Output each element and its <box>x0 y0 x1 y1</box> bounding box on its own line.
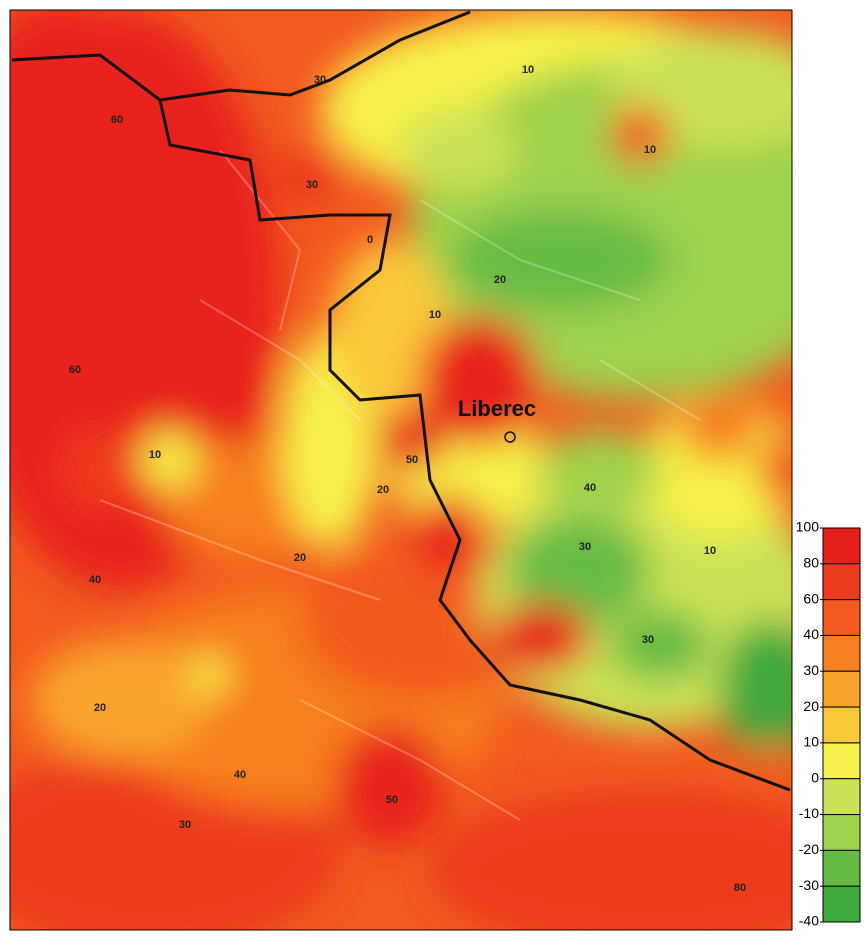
contour-label: 50 <box>386 794 398 806</box>
color-zone <box>140 430 200 490</box>
contour-label: 80 <box>734 882 746 894</box>
legend-label: 0 <box>811 769 819 785</box>
legend-band <box>822 885 861 923</box>
contour-label: 40 <box>584 482 596 494</box>
legend-label: 100 <box>796 519 820 535</box>
legend-label: -40 <box>799 913 819 929</box>
color-zone <box>610 105 670 165</box>
street-overlay <box>99 149 701 821</box>
contour-label: 20 <box>94 702 106 714</box>
contour-label: 10 <box>429 309 441 321</box>
color-zone <box>30 640 210 760</box>
color-zone <box>680 400 760 460</box>
contour-label: 30 <box>179 819 191 831</box>
contour-label: 20 <box>294 552 306 564</box>
legend-label: -20 <box>799 841 819 857</box>
legend-band <box>822 742 861 780</box>
legend-band <box>822 670 861 708</box>
color-zone <box>490 603 590 673</box>
contour-label: 20 <box>494 274 506 286</box>
contour-label: 10 <box>149 449 161 461</box>
legend-label: 20 <box>803 698 819 714</box>
streets <box>99 149 701 821</box>
contour-label: 30 <box>642 634 654 646</box>
contour-label: 30 <box>314 74 326 86</box>
contour-label: 30 <box>306 179 318 191</box>
color-zone <box>510 515 650 625</box>
color-zone <box>760 440 792 500</box>
contour-label: 50 <box>406 454 418 466</box>
color-zone <box>720 620 792 760</box>
color-zone <box>415 495 485 575</box>
color-zone <box>190 655 230 695</box>
legend-band <box>822 849 861 887</box>
legend-label: 60 <box>803 590 819 606</box>
contour-label: 10 <box>644 144 656 156</box>
color-zone <box>275 145 345 205</box>
border <box>159 10 471 102</box>
legend-band <box>822 706 861 744</box>
contour-label: 60 <box>69 364 81 376</box>
color-zone <box>60 430 140 510</box>
color-zone <box>540 430 660 510</box>
legend-band <box>822 527 861 565</box>
color-zone <box>430 790 792 930</box>
legend-label: 10 <box>803 734 819 750</box>
legend-band <box>822 634 861 672</box>
legend-label: 80 <box>803 555 819 571</box>
border <box>11 53 791 792</box>
color-zone <box>400 110 520 190</box>
color-zone <box>335 725 445 845</box>
legend-band <box>822 563 861 601</box>
color-zone <box>300 540 540 700</box>
color-zone <box>740 745 792 795</box>
contour-label: 10 <box>522 64 534 76</box>
contour-label: 20 <box>377 484 389 496</box>
city-marker <box>504 431 516 443</box>
border-lines <box>11 10 791 792</box>
legend-band <box>822 599 861 636</box>
legend-band <box>822 814 861 851</box>
legend-band <box>822 778 861 816</box>
contour-labels: 30 10 60 30 10 0 20 60 10 50 20 10 20 40 30 20 40 50 30 80 1… <box>69 64 746 894</box>
map-frame <box>9 9 793 931</box>
contour-label: 0 <box>367 234 373 246</box>
legend-label: -10 <box>799 805 819 821</box>
legend-label: 40 <box>803 626 819 642</box>
place-label: Liberec <box>458 396 536 421</box>
color-zone <box>420 315 540 445</box>
legend-label: 30 <box>803 662 819 678</box>
contour-label: 10 <box>704 545 716 557</box>
color-zone <box>610 610 710 680</box>
contour-label: 40 <box>234 769 246 781</box>
legend-label: -30 <box>799 877 819 893</box>
contour-label: 60 <box>111 114 123 126</box>
color-zone <box>450 210 670 310</box>
contour-label: 40 <box>89 574 101 586</box>
contour-label: 30 <box>579 541 591 553</box>
